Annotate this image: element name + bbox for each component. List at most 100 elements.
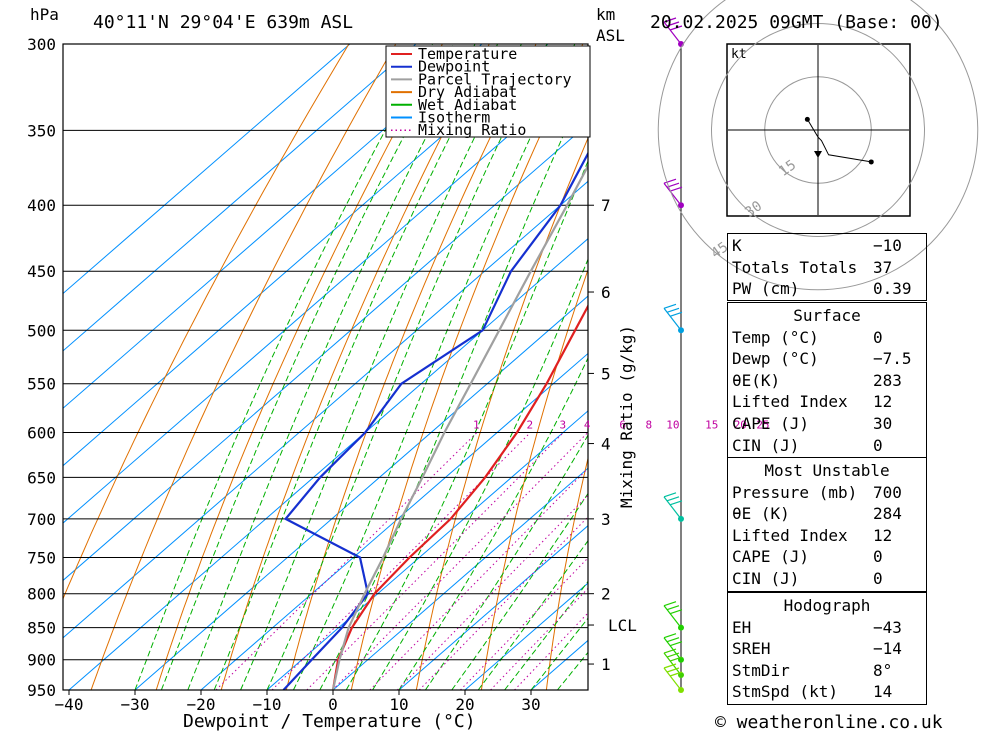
wind-barb-feather [663, 178, 677, 184]
legend-label: Mixing Ratio [418, 121, 526, 139]
plot-frame [62, 43, 589, 691]
pressure-tick-label: 750 [27, 549, 56, 568]
index-value: −43 [873, 617, 902, 637]
km-tick-label: 2 [601, 585, 611, 604]
index-label: PW (cm) [732, 279, 800, 299]
pressure-unit-label: hPa [30, 5, 59, 24]
wet-adiabat-line [266, 44, 548, 690]
wind-barb-staff [663, 182, 682, 206]
mixing-ratio-line [418, 516, 588, 690]
wind-barb-feather [666, 496, 680, 502]
pressure-tick-label: 700 [27, 510, 56, 529]
index-label: CIN (J) [732, 569, 800, 588]
temperature-tick-label: 0 [328, 695, 338, 714]
isotherm-line [63, 44, 351, 295]
parcel-line [331, 163, 588, 690]
legend-label: Parcel Trajectory [418, 70, 572, 88]
legend-label: Dewpoint [418, 58, 490, 76]
wet-adiabat-line [240, 44, 522, 690]
datetime-title: 20.02.2025 09GMT (Base: 00) [650, 12, 943, 33]
wet-adiabat-line [345, 160, 588, 690]
isotherm-line [68, 238, 588, 690]
hodograph-ring-label: 45 [708, 239, 731, 262]
index-label: SREH [732, 639, 771, 659]
wet-adiabat-line [160, 44, 454, 690]
index-label: Lifted Index [732, 525, 848, 545]
mixing-ratio-axis-title: Mixing Ratio (g/kg) [617, 325, 636, 508]
dry-adiabat-line [545, 456, 588, 690]
wet-adiabat-line [398, 356, 588, 690]
mixing-ratio-label: 15 [705, 418, 718, 431]
wind-barb-feather [666, 307, 680, 313]
pressure-tick-label: 600 [27, 423, 56, 442]
wind-barb-feather [669, 656, 683, 662]
legend-box [385, 45, 591, 138]
index-value: 0 [873, 327, 883, 347]
km-tick-label: 5 [601, 364, 611, 383]
index-label: K [732, 236, 742, 255]
indices-hodograph-box [727, 592, 927, 705]
dewpoint-line [282, 151, 588, 690]
legend-label: Isotherm [418, 109, 490, 127]
mixing-ratio-label: 6 [619, 418, 626, 431]
wind-barb-feather [669, 609, 683, 615]
index-label: CIN (J) [732, 435, 800, 455]
wet-adiabat-line [451, 492, 588, 690]
mixing-ratio-line [459, 557, 588, 690]
mixing-ratio-line [332, 432, 588, 690]
isotherm-line [63, 123, 588, 582]
pressure-tick-label: 850 [27, 619, 56, 638]
index-label: Pressure (mb) [732, 482, 858, 502]
wind-barb-staff [663, 667, 682, 691]
wind-barb-staff [663, 637, 682, 661]
wind-barb-feather [669, 186, 683, 192]
index-value: −14 [873, 639, 902, 659]
mixing-ratio-line [490, 587, 588, 690]
index-label: Lifted Index [732, 392, 848, 412]
dry-adiabat-line [220, 44, 490, 690]
index-value: 30 [873, 414, 893, 433]
dry-adiabat-line [285, 44, 537, 690]
mixing-ratio-label: 2 [526, 418, 533, 431]
dry-adiabat-line [415, 136, 588, 690]
index-label: StmDir [732, 660, 790, 680]
wind-barb-feather [666, 637, 680, 643]
isotherm-line [63, 180, 588, 639]
wind-barb-feather [666, 605, 680, 611]
wind-barb-feather [663, 492, 677, 498]
mixing-ratio-line [396, 494, 588, 690]
pressure-tick-label: 550 [27, 375, 56, 394]
hodograph-ring [711, 23, 925, 237]
temperature-tick-label: 10 [389, 695, 408, 714]
wind-barb-staff [663, 21, 682, 45]
pressure-tick-label: 350 [27, 121, 56, 140]
index-label: Temp (°C) [732, 327, 819, 347]
index-value: 0 [873, 435, 883, 455]
location-title: 40°11'N 29°04'E 639m ASL [93, 12, 353, 33]
wind-barb-feather [669, 25, 683, 31]
section-title: Most Unstable [764, 461, 890, 480]
wind-barb-feather [663, 648, 677, 654]
wind-barb-staff [663, 307, 682, 331]
dry-adiabat-line [480, 268, 588, 690]
pressure-tick-label: 500 [27, 321, 56, 340]
wet-adiabat-line [213, 44, 499, 690]
hodograph-trace [806, 119, 872, 163]
pressure-tick-label: 650 [27, 468, 56, 487]
isotherm-line [266, 410, 588, 690]
storm-motion-marker [814, 151, 822, 158]
wet-adiabat-line [477, 539, 588, 690]
temperature-line [331, 303, 588, 690]
hodograph-ring [657, 0, 979, 291]
mixing-ratio-label: 25 [756, 418, 769, 431]
section-title: Hodograph [783, 596, 871, 615]
index-label: CAPE (J) [732, 547, 810, 567]
index-value: 284 [873, 504, 902, 524]
mixing-ratio-label: 10 [666, 418, 679, 431]
pressure-tick-label: 900 [27, 651, 56, 670]
wind-barb-staff [663, 605, 682, 629]
index-value: 12 [873, 392, 893, 412]
wind-barb-staff [663, 652, 682, 676]
